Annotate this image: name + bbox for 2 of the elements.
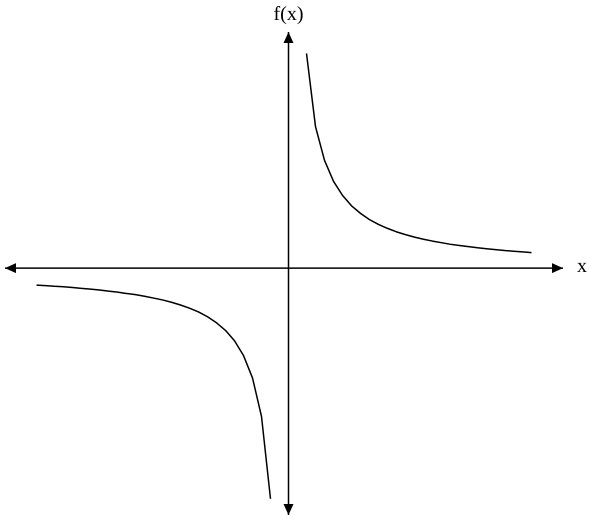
y-axis-title: f(x) — [274, 3, 304, 26]
x-axis-title: x — [577, 255, 587, 278]
